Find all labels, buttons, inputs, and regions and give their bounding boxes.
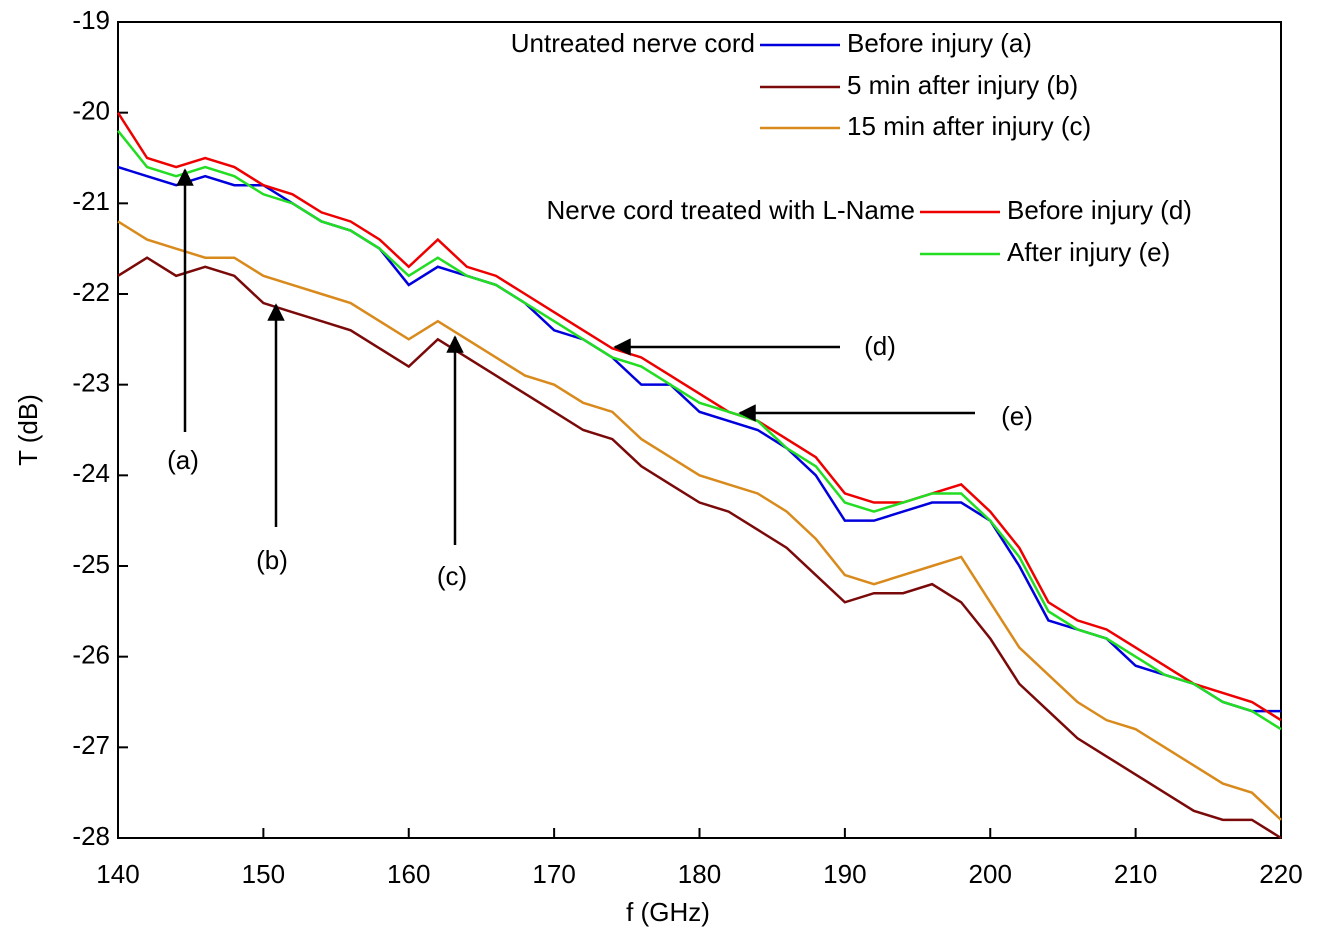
y-tick-label: -27 [72, 730, 110, 760]
x-tick-label: 170 [532, 859, 575, 889]
annotation: (c) [437, 561, 467, 591]
legend-group-title: Nerve cord treated with L-Name [547, 195, 915, 225]
legend-label: After injury (e) [1007, 237, 1170, 267]
y-tick-label: -25 [72, 549, 110, 579]
y-tick-label: -22 [72, 277, 110, 307]
y-tick-label: -20 [72, 96, 110, 126]
y-tick-label: -26 [72, 640, 110, 670]
legend-group-title: Untreated nerve cord [511, 28, 755, 58]
series-line [116, 111, 1282, 722]
legend-label: 5 min after injury (b) [847, 70, 1078, 100]
x-tick-label: 210 [1114, 859, 1157, 889]
y-tick-label: -28 [72, 821, 110, 851]
x-tick-label: 180 [678, 859, 721, 889]
series-line [117, 256, 1282, 840]
x-tick-label: 190 [823, 859, 866, 889]
y-tick-label: -19 [72, 5, 110, 35]
x-tick-label: 150 [242, 859, 285, 889]
x-axis-label: f (GHz) [626, 897, 710, 927]
x-tick-label: 200 [969, 859, 1012, 889]
y-tick-label: -24 [72, 458, 110, 488]
y-tick-label: -21 [72, 186, 110, 216]
annotation: (a) [167, 445, 199, 475]
annotation: (b) [256, 545, 288, 575]
y-axis-label: T (dB) [13, 394, 43, 466]
x-tick-label: 220 [1259, 859, 1302, 889]
series-line [117, 220, 1282, 821]
series-line [117, 130, 1282, 731]
annotation: (e) [1001, 401, 1033, 431]
x-tick-label: 140 [96, 859, 139, 889]
y-tick-label: -23 [72, 368, 110, 398]
legend-label: Before injury (d) [1007, 195, 1192, 225]
annotation: (d) [864, 331, 896, 361]
plot-frame [117, 21, 1282, 839]
legend-label: Before injury (a) [847, 28, 1032, 58]
legend-label: 15 min after injury (c) [847, 111, 1091, 141]
x-tick-label: 160 [387, 859, 430, 889]
